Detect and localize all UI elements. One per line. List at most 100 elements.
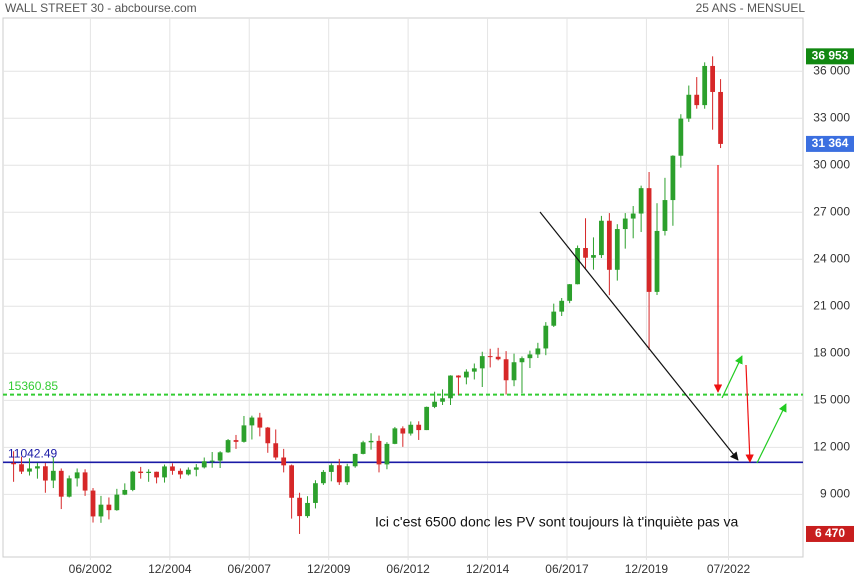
candle-body xyxy=(614,229,620,270)
candle-body xyxy=(90,490,96,517)
arrow xyxy=(539,211,739,461)
candle-body xyxy=(718,91,723,144)
candle-body xyxy=(575,248,580,285)
candle-body xyxy=(535,348,541,355)
candle-body xyxy=(74,472,80,479)
candle-body xyxy=(122,489,128,495)
candle-body xyxy=(154,471,159,478)
x-tick-label: 06/2017 xyxy=(545,562,589,576)
candle-body xyxy=(694,94,700,106)
candle-body xyxy=(249,417,255,426)
y-tick-label: 36 000 xyxy=(813,63,850,77)
candle-body xyxy=(678,118,684,156)
x-tick-label: 06/2002 xyxy=(69,562,113,576)
candle-body xyxy=(471,368,477,372)
arrow xyxy=(745,364,754,463)
candle-body xyxy=(27,468,32,472)
candle-body xyxy=(543,325,549,349)
candle-body xyxy=(519,358,525,363)
candle-body xyxy=(321,471,326,484)
y-tick-label: 18 000 xyxy=(813,345,850,359)
chart-title: WALL STREET 30 - abcbourse.com xyxy=(5,1,197,15)
candle-body xyxy=(344,466,350,483)
y-tick-label: 27 000 xyxy=(813,204,850,218)
candle-body xyxy=(368,440,374,443)
candle-body xyxy=(58,470,64,497)
candle-body xyxy=(400,428,406,434)
level-label: 11042.49 xyxy=(8,446,57,460)
candle-body xyxy=(241,425,247,442)
candle-body xyxy=(146,471,152,474)
price-badge xyxy=(806,135,854,152)
y-tick-label: 21 000 xyxy=(813,298,850,312)
candle-body xyxy=(662,200,668,231)
candle-body xyxy=(591,255,596,258)
candle-body xyxy=(225,440,231,453)
level-label: 15360.85 xyxy=(8,379,58,393)
candle-body xyxy=(583,248,588,258)
candle-body xyxy=(424,406,430,431)
candle-body xyxy=(448,375,453,399)
candle-body xyxy=(360,442,366,454)
candle-body xyxy=(265,427,271,444)
candle-body xyxy=(551,311,557,326)
y-tick-label: 9 000 xyxy=(820,486,850,500)
candle-body xyxy=(416,424,422,431)
candle-body xyxy=(503,359,509,381)
arrow xyxy=(721,355,743,399)
candle-body xyxy=(19,464,24,472)
x-tick-label: 12/2009 xyxy=(307,562,351,576)
candle-body xyxy=(710,65,716,92)
price-badge-label: 36 953 xyxy=(812,49,849,63)
candle-body xyxy=(559,300,565,312)
candle-body xyxy=(281,457,287,466)
price-badge xyxy=(806,525,854,542)
candle-body xyxy=(178,470,183,475)
candle-body xyxy=(273,443,279,458)
candle-body xyxy=(130,471,136,490)
x-tick-label: 12/2004 xyxy=(148,562,192,576)
candle-body xyxy=(82,472,88,491)
x-tick-label: 06/2007 xyxy=(228,562,272,576)
x-tick-label: 06/2012 xyxy=(386,562,430,576)
candle-body xyxy=(567,284,573,301)
candle-body xyxy=(487,356,493,358)
candle-body xyxy=(630,213,636,219)
candle-body xyxy=(606,220,612,270)
candle-body xyxy=(114,494,120,511)
candle-body xyxy=(289,465,294,498)
candle-body xyxy=(35,466,40,469)
plot-area xyxy=(2,17,804,558)
candle-body xyxy=(50,470,56,481)
x-tick-label: 12/2019 xyxy=(625,562,669,576)
candle-body xyxy=(328,465,334,472)
candle-body xyxy=(646,188,652,292)
candle-body xyxy=(392,428,398,444)
candle-body xyxy=(170,466,175,471)
candle-body xyxy=(352,453,358,467)
candle-body xyxy=(527,354,533,359)
candle-body xyxy=(463,371,469,378)
candle-body xyxy=(336,465,342,483)
candle-body xyxy=(98,504,104,517)
candle-body xyxy=(162,466,167,478)
price-badge-label: 6 470 xyxy=(815,526,845,540)
y-tick-label: 30 000 xyxy=(813,157,850,171)
candle-body xyxy=(670,155,676,201)
arrow xyxy=(756,403,787,464)
candle-body xyxy=(440,398,445,402)
candle-body xyxy=(408,424,414,434)
candle-body xyxy=(209,460,215,462)
candle-body xyxy=(66,478,72,497)
y-tick-label: 15 000 xyxy=(813,392,850,406)
candle-body xyxy=(376,440,382,465)
candle-body xyxy=(456,375,461,378)
candle-body xyxy=(654,230,660,292)
price-badge xyxy=(806,48,854,65)
candle-body xyxy=(495,356,501,360)
candle-body xyxy=(201,461,207,468)
candle-body xyxy=(106,504,112,511)
candle-body xyxy=(185,469,191,475)
candle-body xyxy=(702,65,708,106)
